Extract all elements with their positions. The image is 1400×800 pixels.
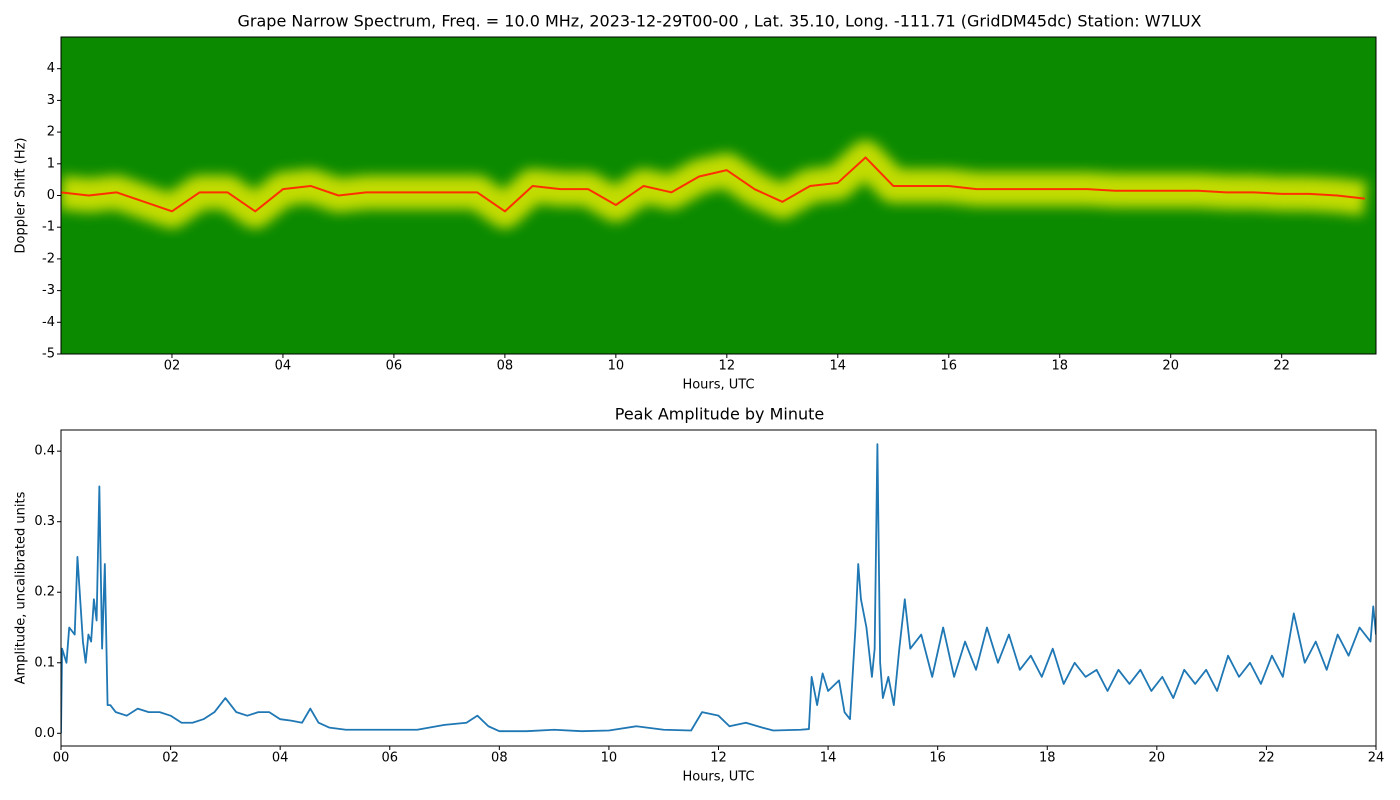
chart-title: Grape Narrow Spectrum, Freq. = 10.0 MHz,… [238,12,1202,31]
axes-frame [60,429,1377,747]
x-axis-label: Hours, UTC [682,770,754,785]
x-tick-label: 12 [719,359,736,374]
x-tick-label: 22 [1258,751,1275,766]
x-tick-label: 16 [940,359,957,374]
y-tick-label: 1 [47,156,55,171]
y-axis-label: Doppler Shift (Hz) [14,138,29,254]
x-axis-label: Hours, UTC [682,378,754,393]
x-tick-label: 12 [710,751,727,766]
y-tick-label: 0.2 [34,585,55,600]
x-tick-label: 16 [929,751,946,766]
y-tick-label: -5 [42,347,55,362]
plot-area [61,443,1376,734]
y-tick-label: 0.0 [34,726,55,741]
y-tick-label: -4 [42,315,55,330]
x-tick-label: 04 [275,359,292,374]
y-tick-label: -3 [42,283,55,298]
x-tick-label: 14 [820,751,837,766]
chart-title: Peak Amplitude by Minute [615,405,825,424]
y-tick-label: 0.4 [34,444,55,459]
x-tick-label: 08 [497,359,514,374]
y-tick-label: 0.3 [34,514,55,529]
x-tick-label: 04 [272,751,289,766]
plot-area [61,37,1376,354]
y-axis-label: Amplitude, uncalibrated units [14,491,29,684]
y-tick-label: 0.1 [34,655,55,670]
x-tick-label: 22 [1273,359,1290,374]
y-tick-label: 0 [47,188,55,203]
x-tick-label: 10 [608,359,625,374]
x-tick-label: 02 [164,359,181,374]
x-tick-label: 14 [830,359,847,374]
x-tick-label: 06 [386,359,403,374]
x-tick-label: 20 [1149,751,1166,766]
x-tick-label: 10 [601,751,618,766]
y-tick-label: -1 [42,220,55,235]
x-tick-label: 06 [381,751,398,766]
x-tick-label: 00 [53,751,70,766]
y-tick-label: -2 [42,251,55,266]
y-tick-label: 4 [47,61,55,76]
amplitude-line [61,443,1376,734]
x-tick-label: 18 [1051,359,1068,374]
x-tick-label: 18 [1039,751,1056,766]
x-tick-label: 20 [1162,359,1179,374]
x-tick-label: 08 [491,751,508,766]
x-tick-label: 24 [1368,751,1385,766]
x-tick-label: 02 [162,751,179,766]
y-tick-label: 3 [47,93,55,108]
y-tick-label: 2 [47,125,55,140]
doppler-trace [61,156,1366,213]
